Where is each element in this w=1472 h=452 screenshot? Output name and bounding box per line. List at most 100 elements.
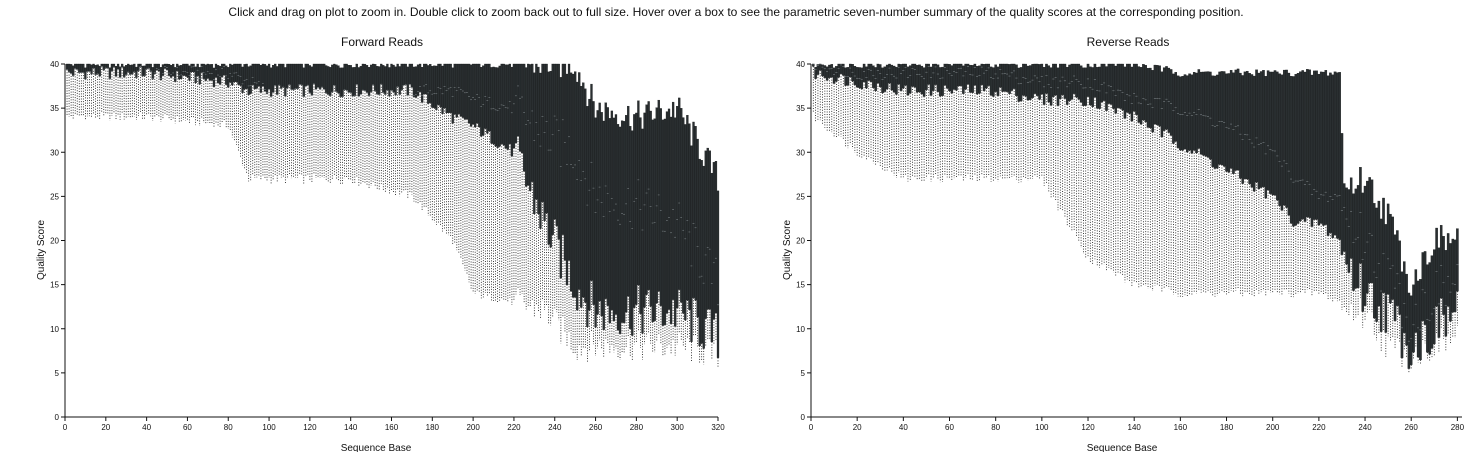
quality-box[interactable] (1400, 271, 1404, 368)
quality-box[interactable] (1269, 71, 1272, 293)
quality-box[interactable] (1070, 63, 1074, 231)
quality-box[interactable] (490, 67, 493, 301)
quality-box[interactable] (427, 65, 430, 216)
quality-box[interactable] (227, 67, 230, 130)
quality-box[interactable] (131, 64, 134, 118)
quality-box[interactable] (812, 63, 815, 114)
quality-box[interactable] (155, 63, 158, 116)
quality-box[interactable] (909, 65, 912, 181)
quality-box[interactable] (1271, 71, 1274, 293)
quality-box[interactable] (229, 63, 232, 131)
quality-box[interactable] (518, 63, 522, 295)
quality-box[interactable] (830, 64, 834, 133)
quality-box[interactable] (65, 63, 69, 116)
quality-box[interactable] (1257, 72, 1261, 294)
quality-box[interactable] (694, 126, 697, 337)
quality-box[interactable] (872, 65, 875, 164)
quality-box[interactable] (1363, 185, 1367, 321)
quality-box[interactable] (929, 66, 933, 182)
quality-box[interactable] (1340, 133, 1344, 310)
quality-box[interactable] (584, 88, 587, 350)
quality-box[interactable] (159, 67, 163, 122)
quality-box[interactable] (298, 63, 301, 176)
quality-box[interactable] (1216, 74, 1219, 296)
quality-box[interactable] (1063, 63, 1067, 218)
quality-box[interactable] (1031, 63, 1034, 179)
quality-box[interactable] (96, 64, 99, 118)
quality-box[interactable] (1294, 74, 1298, 295)
quality-box[interactable] (1220, 71, 1224, 293)
quality-box[interactable] (469, 64, 473, 289)
quality-box[interactable] (616, 124, 620, 358)
quality-box[interactable] (816, 64, 820, 122)
quality-box[interactable] (569, 72, 573, 351)
quality-box[interactable] (1255, 69, 1258, 291)
quality-box[interactable] (288, 63, 291, 176)
quality-box[interactable] (1248, 73, 1251, 294)
quality-box[interactable] (927, 63, 930, 176)
quality-box[interactable] (714, 161, 718, 341)
quality-box[interactable] (239, 63, 242, 157)
quality-box[interactable] (1239, 72, 1242, 294)
quality-box[interactable] (365, 65, 369, 186)
quality-box[interactable] (480, 66, 483, 299)
quality-box[interactable] (1393, 234, 1397, 349)
quality-box[interactable] (161, 64, 165, 120)
quality-box[interactable] (1405, 273, 1408, 358)
quality-box[interactable] (1456, 228, 1459, 326)
quality-box[interactable] (1102, 63, 1106, 265)
quality-box[interactable] (869, 63, 873, 159)
quality-box[interactable] (180, 65, 183, 122)
quality-box[interactable] (934, 63, 937, 176)
quality-box[interactable] (129, 64, 132, 119)
quality-box[interactable] (476, 63, 479, 292)
quality-box[interactable] (492, 66, 495, 301)
quality-box[interactable] (1072, 63, 1076, 231)
quality-box[interactable] (1301, 70, 1304, 292)
quality-box[interactable] (520, 63, 524, 294)
quality-box[interactable] (153, 63, 156, 118)
quality-box[interactable] (1095, 67, 1099, 267)
quality-box[interactable] (141, 65, 144, 119)
quality-box[interactable] (278, 63, 281, 176)
quality-box[interactable] (1015, 64, 1018, 180)
quality-box[interactable] (457, 63, 460, 253)
quality-box[interactable] (433, 65, 436, 223)
quality-box[interactable] (386, 63, 389, 190)
quality-box[interactable] (1312, 70, 1316, 292)
quality-box[interactable] (139, 63, 142, 114)
quality-box[interactable] (966, 63, 970, 175)
quality-box[interactable] (425, 63, 428, 209)
quality-box[interactable] (108, 67, 112, 121)
quality-box[interactable] (1252, 75, 1256, 297)
quality-box[interactable] (1197, 69, 1201, 291)
quality-box[interactable] (637, 100, 640, 331)
quality-box[interactable] (1266, 70, 1270, 292)
quality-box[interactable] (320, 63, 324, 177)
quality-box[interactable] (1421, 252, 1425, 341)
quality-box[interactable] (484, 63, 487, 293)
quality-box[interactable] (94, 65, 97, 119)
quality-box[interactable] (631, 130, 634, 361)
quality-box[interactable] (578, 72, 581, 347)
quality-box[interactable] (1167, 67, 1171, 289)
quality-box[interactable] (1426, 264, 1429, 360)
quality-box[interactable] (1001, 63, 1004, 179)
quality-box[interactable] (996, 66, 1000, 182)
quality-box[interactable] (897, 63, 900, 173)
quality-box[interactable] (333, 63, 336, 176)
quality-box[interactable] (1276, 71, 1279, 293)
quality-box[interactable] (145, 63, 148, 115)
quality-box[interactable] (463, 63, 467, 271)
quality-box[interactable] (1098, 66, 1101, 268)
quality-box[interactable] (1349, 177, 1353, 305)
quality-box[interactable] (1211, 75, 1214, 297)
quality-box[interactable] (1082, 67, 1085, 255)
quality-box[interactable] (892, 65, 896, 176)
quality-box[interactable] (1042, 66, 1046, 186)
quality-box[interactable] (1409, 295, 1413, 370)
quality-box[interactable] (580, 85, 583, 356)
quality-box[interactable] (1105, 66, 1108, 272)
quality-box[interactable] (1442, 236, 1445, 339)
quality-box[interactable] (952, 63, 956, 179)
